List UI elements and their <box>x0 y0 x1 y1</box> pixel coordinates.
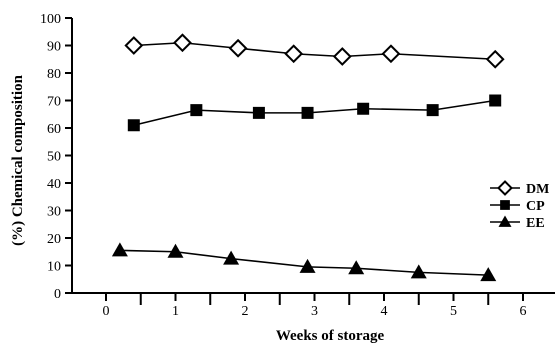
y-tick-label: 0 <box>54 287 61 302</box>
y-tick-label: 30 <box>47 205 61 220</box>
legend-item-dm: DM <box>490 180 549 197</box>
data-point-dm <box>284 44 304 64</box>
y-tick-label: 10 <box>47 260 61 275</box>
series-cp <box>127 94 502 132</box>
x-tick-label: 4 <box>381 304 388 319</box>
data-point-dm <box>381 44 401 64</box>
data-point-dm <box>228 38 248 58</box>
data-point-cp <box>301 106 314 119</box>
x-tick-label: 6 <box>520 304 527 319</box>
x-tick-label: 1 <box>172 304 179 319</box>
series-dm <box>124 33 505 69</box>
legend-label-ee: EE <box>526 216 545 231</box>
data-point-dm <box>173 33 192 53</box>
data-point-dm <box>332 47 352 66</box>
data-point-cp <box>127 119 140 132</box>
data-point-ee <box>111 242 128 257</box>
data-point-ee <box>348 260 365 275</box>
legend: DM CP EE <box>490 180 549 231</box>
y-tick-label: 70 <box>47 95 61 110</box>
data-point-ee <box>410 264 427 279</box>
legend-item-ee: EE <box>490 215 545 231</box>
legend-marker-dm <box>497 180 513 196</box>
legend-marker-cp <box>500 200 510 210</box>
data-point-cp <box>357 102 370 115</box>
y-tick-label: 40 <box>47 177 61 192</box>
data-point-cp <box>426 104 439 117</box>
series-line-cp <box>133 99 496 127</box>
axes: 0 10 20 30 40 50 60 70 80 90 100 0 1 2 3 4 5 6 <box>40 12 555 319</box>
y-tick-label: 60 <box>47 122 61 137</box>
data-point-cp <box>190 104 203 117</box>
legend-marker-ee <box>498 215 512 227</box>
legend-item-cp: CP <box>490 199 545 214</box>
y-tick-label: 20 <box>47 232 61 247</box>
y-axis-title: (%) Chemical composition <box>10 74 26 245</box>
x-tick-label: 2 <box>242 304 249 319</box>
data-point-ee <box>167 243 184 258</box>
y-tick-label: 90 <box>47 40 61 55</box>
y-tick-label: 80 <box>47 67 61 82</box>
series-ee <box>111 242 497 282</box>
y-tick-label: 100 <box>40 12 61 27</box>
legend-label-cp: CP <box>526 199 545 214</box>
data-point-ee <box>299 258 316 273</box>
series-layer <box>111 33 505 282</box>
x-tick-label: 3 <box>311 304 318 319</box>
x-tick-label: 5 <box>450 304 457 319</box>
data-point-cp <box>252 106 265 119</box>
data-point-cp <box>489 94 502 107</box>
data-point-dm <box>485 49 505 69</box>
data-point-dm <box>124 36 144 55</box>
x-tick-label: 0 <box>103 304 110 319</box>
legend-label-dm: DM <box>526 182 549 197</box>
data-point-ee <box>223 250 240 265</box>
x-axis-title: Weeks of storage <box>276 328 385 344</box>
data-point-ee <box>480 267 497 282</box>
y-tick-label: 50 <box>47 150 61 165</box>
